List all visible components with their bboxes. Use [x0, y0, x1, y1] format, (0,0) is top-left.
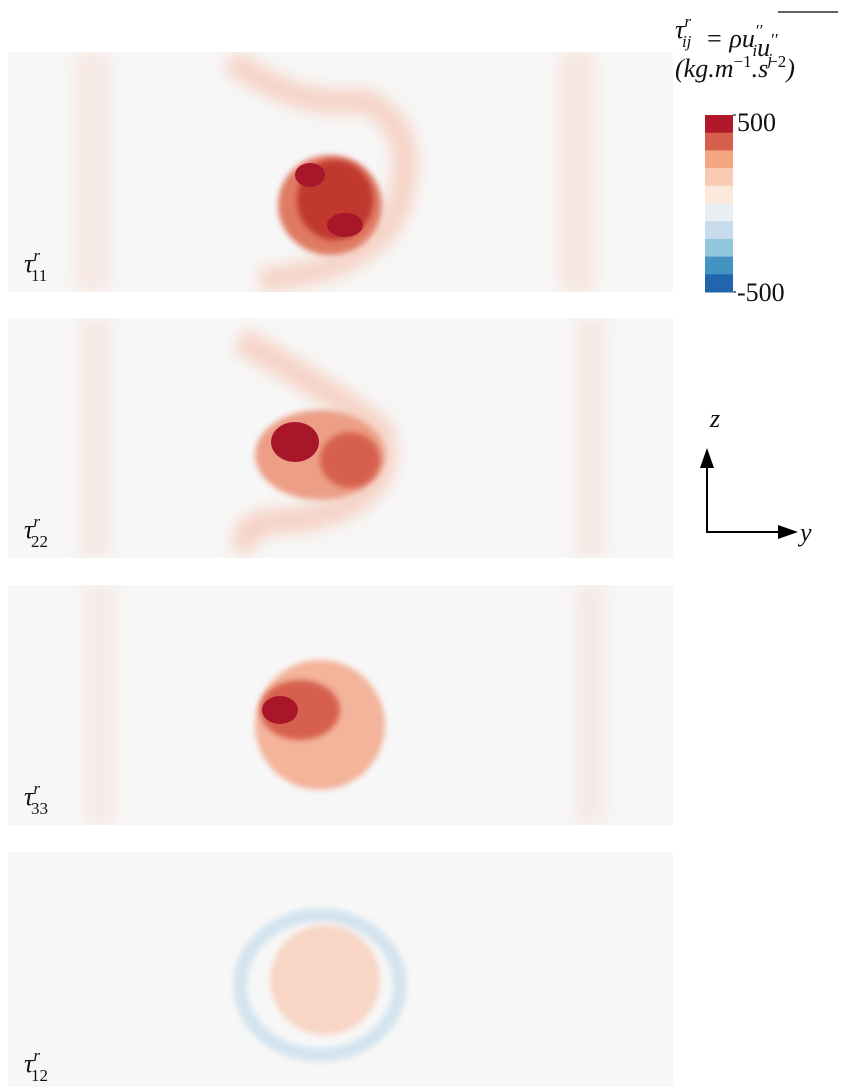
superscript: r: [33, 512, 40, 531]
colorbar-band: [705, 256, 733, 275]
colorbar-band: [705, 238, 733, 258]
panel-1: [8, 52, 673, 292]
symbol: τ: [675, 15, 686, 44]
axis-z: z: [709, 404, 720, 433]
panel-label: τr 33: [24, 779, 48, 818]
axes-indicator: z y: [700, 404, 812, 547]
superscript: ′′: [770, 30, 778, 49]
symbol: τ: [24, 782, 35, 811]
units-text: (kg.m: [675, 54, 733, 83]
term-symbol: u: [757, 33, 770, 62]
panel-label: τr 22: [24, 512, 48, 551]
subscript: 11: [31, 266, 47, 285]
colorbar-band: [705, 185, 733, 204]
units-text: ): [784, 54, 795, 83]
axis-y: y: [797, 518, 812, 547]
colorbar-band: [705, 203, 733, 222]
symbol: τ: [24, 249, 35, 278]
colorbar-band: [705, 274, 733, 293]
colorbar: τr ij = ρu′′ iu′′ j(kg.m−1.s−2)500-500: [675, 11, 838, 307]
colorbar-band: [705, 221, 733, 240]
subscript: i: [752, 41, 757, 60]
colorbar-tick-label: 500: [737, 108, 776, 137]
superscript: ′′: [755, 21, 763, 40]
subscript: 22: [31, 532, 48, 551]
colorbar-band: [705, 132, 733, 151]
panel-2: [8, 318, 673, 558]
symbol: τ: [24, 515, 35, 544]
term-symbol: u: [742, 24, 755, 53]
equation-rhs: = ρ: [705, 24, 742, 53]
colorbar-tick-label: -500: [737, 278, 785, 307]
units-sup: −1: [733, 52, 751, 71]
symbol: τ: [24, 1049, 35, 1078]
colorbar-band: [705, 168, 733, 187]
superscript: r: [33, 1046, 40, 1065]
panel-label: τr 12: [24, 1046, 48, 1085]
colorbar-units: (kg.m−1.s−2): [675, 52, 795, 83]
units-sup: −2: [768, 52, 786, 71]
panel-3: [8, 585, 673, 825]
superscript: r: [33, 246, 40, 265]
superscript: r: [33, 779, 40, 798]
colorbar-title: τr ij = ρu′′ iu′′ j: [675, 12, 778, 69]
panel-4: [8, 852, 673, 1087]
subscript: ij: [682, 32, 692, 51]
subscript: j: [766, 50, 773, 69]
panel-label: τr 11: [24, 246, 47, 285]
colorbar-band: [705, 150, 733, 169]
subscript: 12: [31, 1066, 48, 1085]
colorbar-band: [705, 115, 733, 134]
superscript: r: [684, 12, 691, 31]
subscript: 33: [31, 799, 48, 818]
units-text: .s: [752, 54, 769, 83]
